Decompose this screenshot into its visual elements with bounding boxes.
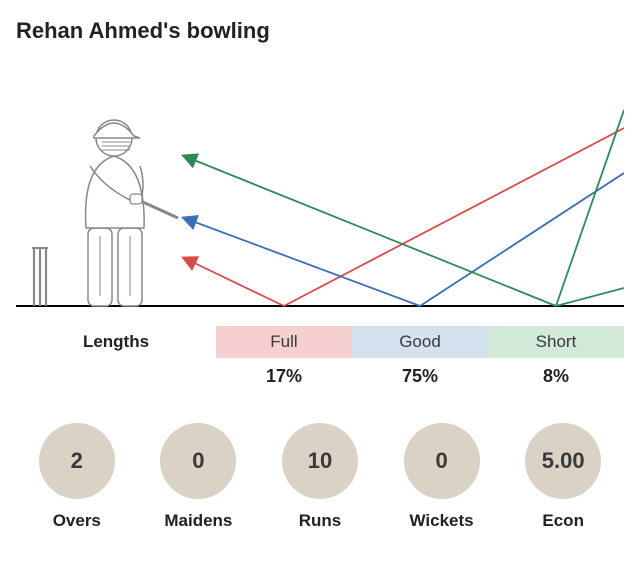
stat-econ: 5.00 Econ — [502, 423, 624, 531]
stats-row: 2 Overs 0 Maidens 10 Runs 0 Wickets 5.00 Econ — [16, 423, 624, 531]
stat-runs: 10 Runs — [259, 423, 381, 531]
stat-value-maidens: 0 — [160, 423, 236, 499]
length-pct-full: 17% — [216, 366, 352, 387]
stat-value-runs: 10 — [282, 423, 358, 499]
stat-value-wickets: 0 — [404, 423, 480, 499]
trajectory-short — [184, 156, 556, 306]
stat-label-econ: Econ — [502, 511, 624, 531]
stat-value-econ: 5.00 — [525, 423, 601, 499]
stat-overs: 2 Overs — [16, 423, 138, 531]
length-zone-full: Full — [216, 326, 352, 358]
stat-maidens: 0 Maidens — [138, 423, 260, 531]
trajectory-full — [184, 258, 284, 306]
length-zone-good: Good — [352, 326, 488, 358]
chart-title: Rehan Ahmed's bowling — [16, 18, 628, 44]
length-pct-good: 75% — [352, 366, 488, 387]
lengths-row: Lengths FullGoodShort — [16, 326, 624, 358]
stat-value-overs: 2 — [39, 423, 115, 499]
batsman-icon — [86, 120, 178, 306]
stat-label-runs: Runs — [259, 511, 381, 531]
stat-label-overs: Overs — [16, 511, 138, 531]
trajectory-good — [184, 218, 420, 306]
lengths-pct-row: 17%75%8% — [16, 366, 624, 387]
length-pct-short: 8% — [488, 366, 624, 387]
stat-label-wickets: Wickets — [381, 511, 503, 531]
pitch-diagram — [16, 68, 624, 326]
length-zone-short: Short — [488, 326, 624, 358]
lengths-label: Lengths — [16, 326, 216, 358]
stat-wickets: 0 Wickets — [381, 423, 503, 531]
stat-label-maidens: Maidens — [138, 511, 260, 531]
trajectory-short-extra — [556, 288, 624, 306]
